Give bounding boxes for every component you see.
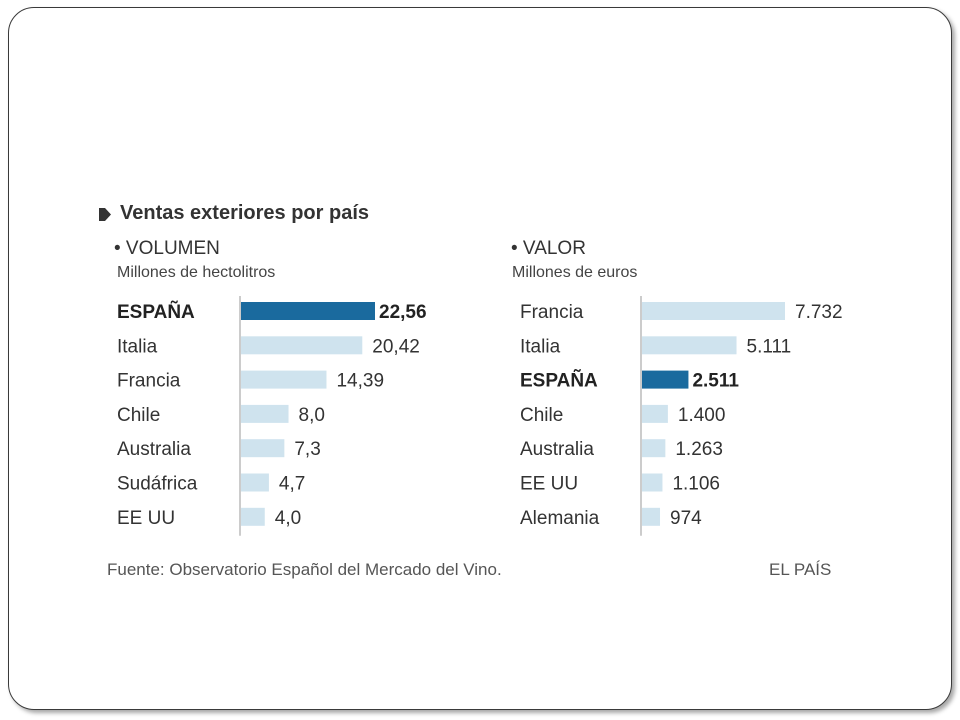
volumen-bar	[241, 439, 285, 458]
brand-label: EL PAÍS	[769, 560, 832, 579]
volumen-category-label: EE UU	[117, 508, 175, 529]
volumen-value-label: 7,3	[294, 439, 320, 460]
valor-value-label: 5.111	[747, 336, 792, 357]
chart-title: Ventas exteriores por país	[120, 202, 370, 224]
valor-value-label: 974	[670, 508, 702, 529]
volumen-value-label: 4,7	[279, 474, 305, 495]
volumen-value-label: 22,56	[379, 302, 427, 323]
arrow-bullet-icon	[99, 208, 111, 221]
volumen-bar	[241, 302, 375, 320]
valor-bar	[642, 370, 689, 389]
valor-value-label: 2.511	[692, 371, 739, 392]
valor-category-label: ESPAÑA	[520, 370, 598, 392]
volumen-panel-unit: Millones de hectolitros	[117, 264, 276, 281]
valor-bar	[642, 507, 661, 526]
valor-category-label: Francia	[520, 302, 584, 323]
valor-bar	[642, 473, 663, 492]
volumen-category-label: Chile	[117, 405, 160, 426]
volumen-bar	[241, 336, 363, 355]
volumen-category-label: Australia	[117, 439, 191, 460]
valor-category-label: Alemania	[520, 508, 600, 529]
valor-panel-unit: Millones de euros	[512, 264, 638, 281]
volumen-category-label: Francia	[117, 371, 181, 392]
volumen-value-label: 4,0	[275, 508, 301, 529]
valor-bar	[642, 302, 785, 320]
volumen-bar	[241, 370, 327, 389]
valor-value-label: 1.400	[678, 405, 726, 426]
valor-value-label: 1.263	[675, 439, 723, 460]
valor-bar	[642, 336, 737, 355]
source-note: Fuente: Observatorio Español del Mercado…	[107, 560, 502, 579]
valor-bar	[642, 439, 666, 458]
volumen-category-label: Sudáfrica	[117, 474, 198, 495]
volumen-category-label: ESPAÑA	[117, 301, 195, 323]
valor-category-label: Italia	[520, 336, 561, 357]
valor-category-label: EE UU	[520, 474, 578, 495]
valor-category-label: Chile	[520, 405, 563, 426]
valor-bar	[642, 404, 668, 423]
volumen-value-label: 20,42	[372, 336, 420, 357]
volumen-bar	[241, 507, 265, 526]
volumen-bar	[241, 473, 269, 492]
valor-value-label: 1.106	[672, 474, 720, 495]
volumen-value-label: 14,39	[336, 371, 384, 392]
volumen-category-label: Italia	[117, 336, 158, 357]
valor-category-label: Australia	[520, 439, 594, 460]
valor-value-label: 7.732	[795, 302, 843, 323]
volumen-bar	[241, 404, 289, 423]
volumen-value-label: 8,0	[299, 405, 325, 426]
volumen-panel-title: • VOLUMEN	[114, 238, 220, 259]
valor-panel-title: • VALOR	[511, 238, 586, 259]
slide-frame	[8, 7, 952, 710]
